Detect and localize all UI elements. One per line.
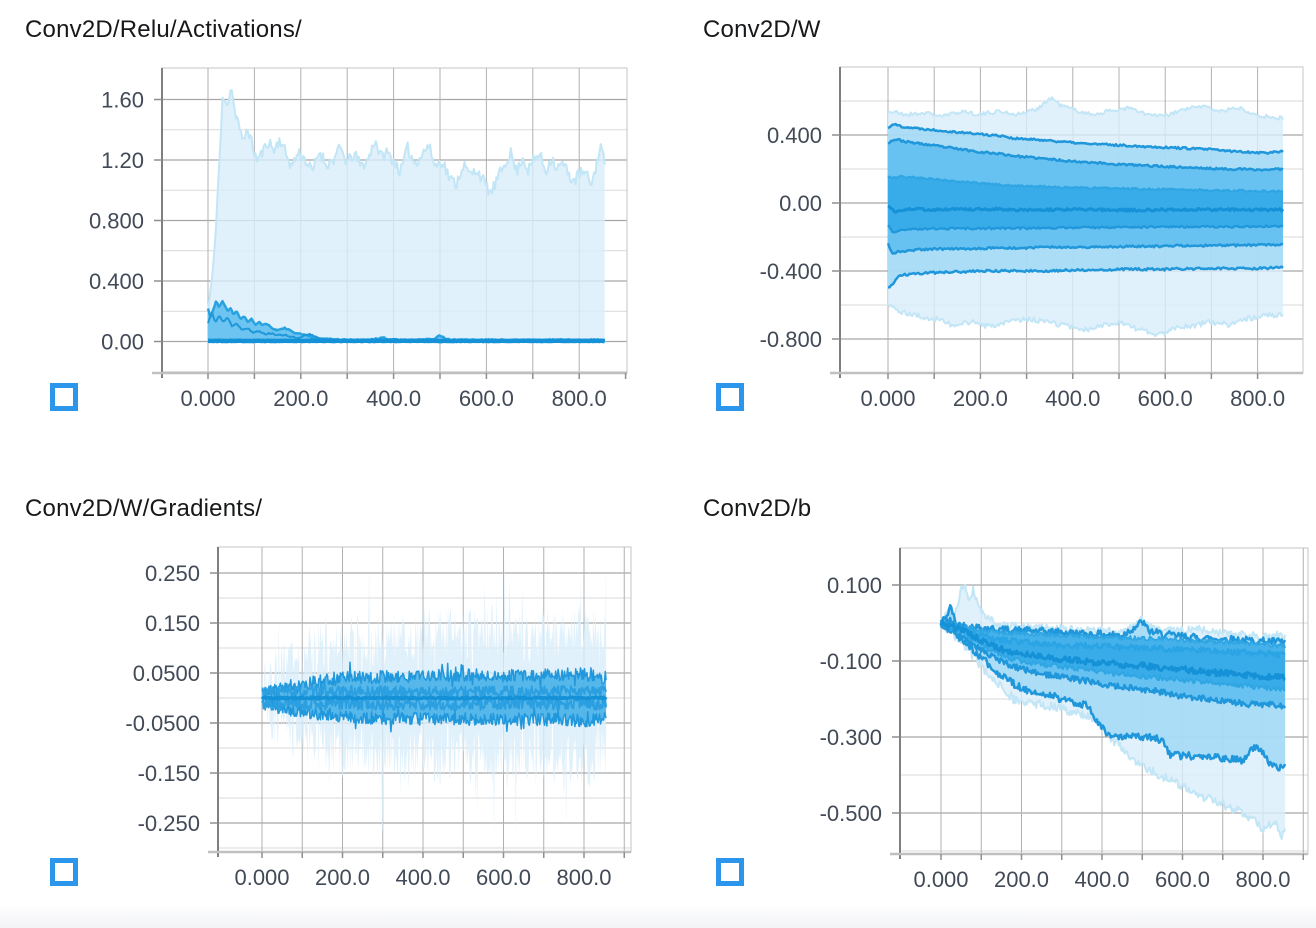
line-median: [887, 204, 1285, 214]
expand-icon: [50, 871, 65, 886]
tick-labels: 0.000 200.0 400.0 600.0 800.0 0.250 0.150 0.050…: [125, 561, 611, 890]
x-tick-label: 400.0: [366, 386, 421, 411]
chart-0: 0.000 200.0 400.0 600.0 800.0 0.00 0.400 0.800 1…: [89, 67, 628, 412]
plot-series: [206, 89, 606, 344]
x-tick-label: 200.0: [315, 865, 370, 890]
expand-icon: [63, 396, 78, 411]
y-tick-label: -0.300: [820, 725, 882, 750]
axes: [152, 67, 628, 379]
expand-icon: [50, 383, 65, 398]
y-tick-label: -0.250: [138, 811, 200, 836]
plot-area[interactable]: [218, 547, 631, 852]
expand-chart-button[interactable]: [716, 383, 744, 411]
expand-icon: [716, 396, 731, 411]
x-tick-label: 600.0: [1138, 386, 1193, 411]
y-tick-label: 0.400: [89, 269, 144, 294]
plot-area[interactable]: [840, 67, 1303, 373]
y-tick-label: 1.20: [101, 148, 144, 173]
expand-icon: [63, 383, 78, 398]
line-median: [260, 695, 608, 701]
y-tick-label: 0.100: [827, 573, 882, 598]
y-tick-label: 0.00: [101, 330, 144, 355]
chart-title-w-gradients: Conv2D/W/Gradients/: [25, 495, 263, 522]
expand-icon: [63, 871, 78, 886]
chart-title-activations: Conv2D/Relu/Activations/: [25, 16, 302, 43]
chart-1: 0.000 200.0 400.0 600.0 800.0 0.400 0.00 -0.400…: [760, 66, 1304, 411]
x-tick-label: 400.0: [1074, 867, 1129, 892]
chart-3: 0.000 200.0 400.0 600.0 800.0 0.100 -0.100 -0.3…: [820, 547, 1309, 892]
expand-icon: [716, 871, 731, 886]
page-footer-strip: [0, 905, 1316, 928]
y-tick-label: 1.60: [101, 88, 144, 113]
expand-chart-button[interactable]: [50, 383, 78, 411]
expand-icon: [729, 396, 744, 411]
plot-series: [939, 583, 1287, 840]
expand-icon: [716, 383, 731, 398]
plot-area[interactable]: [900, 548, 1308, 854]
x-tick-label: 0.000: [180, 386, 235, 411]
tick-labels: 0.000 200.0 400.0 600.0 800.0 0.100 -0.100 -0.3…: [820, 573, 1291, 892]
expand-icon: [729, 871, 744, 886]
y-tick-label: -0.400: [760, 259, 822, 284]
axes: [890, 547, 1309, 860]
line-upper-texture: [261, 685, 607, 699]
x-tick-label: 600.0: [1155, 867, 1210, 892]
tick-labels: 0.000 200.0 400.0 600.0 800.0 0.400 0.00 -0.400…: [760, 123, 1286, 411]
x-tick-label: 200.0: [273, 386, 328, 411]
tick-labels: 0.000 200.0 400.0 600.0 800.0 0.00 0.400 0.800 1…: [89, 88, 607, 412]
x-tick-label: 200.0: [953, 386, 1008, 411]
x-tick-label: 600.0: [459, 386, 514, 411]
plot-area[interactable]: [162, 68, 627, 373]
x-tick-label: 400.0: [395, 865, 450, 890]
axes: [830, 66, 1304, 379]
y-tick-label: -0.100: [820, 649, 882, 674]
plot-series: [260, 552, 608, 839]
x-tick-label: 0.000: [913, 867, 968, 892]
expand-icon: [63, 858, 78, 873]
x-tick-label: 800.0: [1235, 867, 1290, 892]
x-tick-label: 0.000: [860, 386, 915, 411]
expand-chart-button[interactable]: [716, 858, 744, 886]
x-tick-label: 600.0: [476, 865, 531, 890]
expand-icon: [50, 396, 65, 411]
y-tick-label: 0.250: [145, 561, 200, 586]
chart-2: 0.000 200.0 400.0 600.0 800.0 0.250 0.150 0.050…: [125, 546, 632, 890]
y-tick-label: -0.0500: [125, 711, 200, 736]
expand-icon: [50, 858, 65, 873]
line-median: [939, 619, 1286, 682]
x-tick-label: 800.0: [1230, 386, 1285, 411]
y-tick-label: 0.400: [767, 123, 822, 148]
y-tick-label: 0.150: [145, 611, 200, 636]
y-tick-label: 0.800: [89, 209, 144, 234]
plot-series: [886, 96, 1285, 338]
chart-title-w: Conv2D/W: [703, 16, 821, 43]
expand-icon: [729, 383, 744, 398]
y-tick-label: -0.500: [820, 801, 882, 826]
x-tick-label: 200.0: [994, 867, 1049, 892]
line-lower-texture: [261, 697, 607, 711]
y-tick-label: 0.00: [779, 191, 822, 216]
expand-chart-button[interactable]: [50, 858, 78, 886]
band-min-max: [208, 90, 605, 342]
y-tick-label: 0.0500: [133, 661, 200, 686]
expand-icon: [716, 858, 731, 873]
x-tick-label: 800.0: [552, 386, 607, 411]
band-central-percentiles: [208, 301, 605, 342]
y-tick-label: -0.800: [760, 327, 822, 352]
x-tick-label: 800.0: [556, 865, 611, 890]
chart-title-b: Conv2D/b: [703, 495, 812, 522]
axes: [208, 546, 632, 858]
x-tick-label: 0.000: [234, 865, 289, 890]
x-tick-label: 400.0: [1045, 386, 1100, 411]
y-tick-label: -0.150: [138, 761, 200, 786]
expand-icon: [729, 858, 744, 873]
